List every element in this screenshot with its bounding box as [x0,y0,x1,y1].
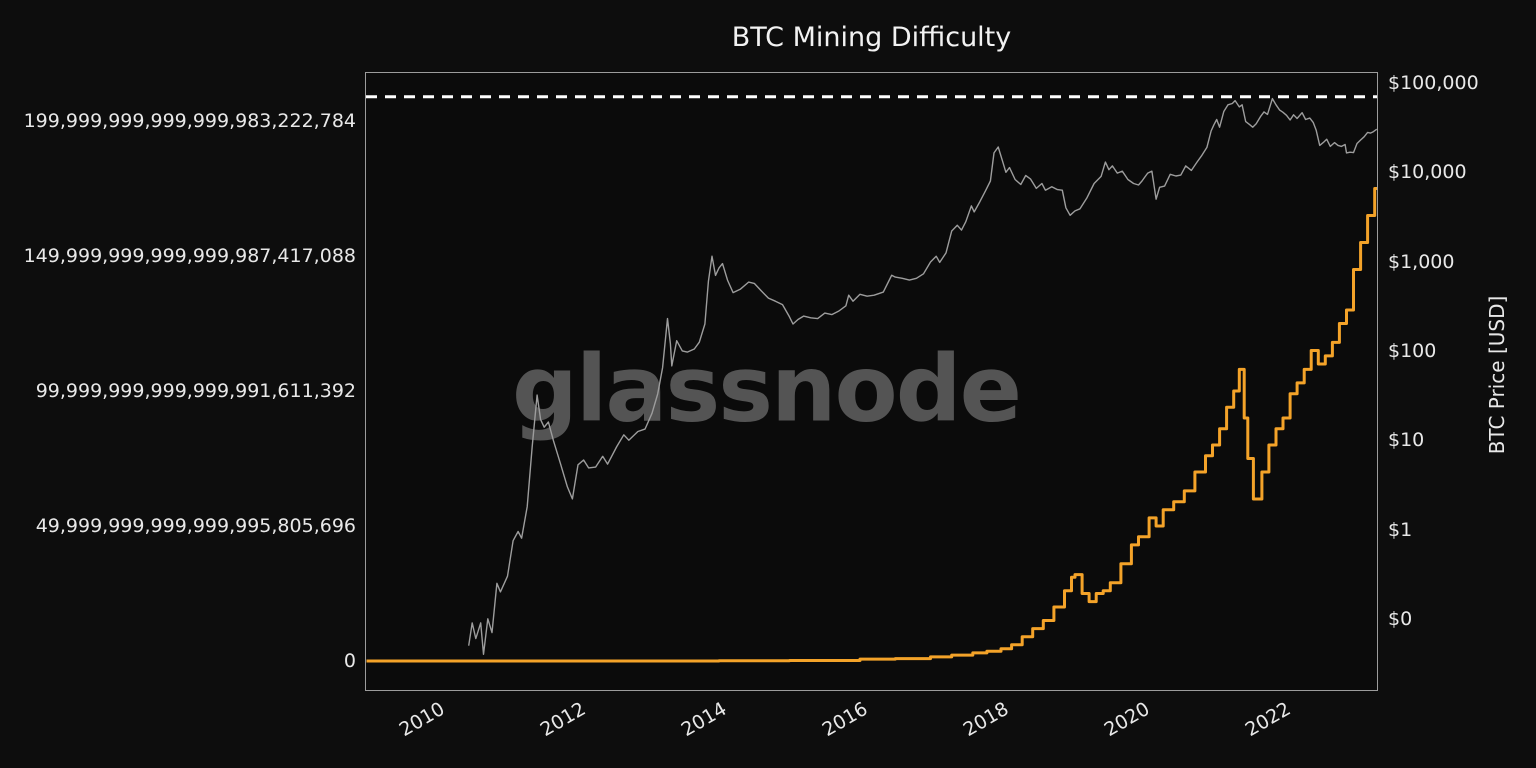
plot-canvas[interactable] [366,73,1377,690]
right-axis-tick: $1,000 [1388,250,1455,273]
x-axis-tick: 2020 [1100,697,1154,742]
plot-area[interactable] [365,72,1378,691]
x-axis-tick: 2012 [536,697,590,742]
right-axis-tick: $1 [1388,518,1413,541]
difficulty-line [366,187,1377,663]
x-axis-tick: 2022 [1241,697,1295,742]
right-axis-tick: $0 [1388,607,1413,630]
right-axis-title: BTC Price [USD] [1485,295,1509,455]
chart-title: BTC Mining Difficulty [731,22,1012,53]
price-line [468,97,1377,655]
glassnode-watermark: glassnode [512,335,1022,443]
right-axis-tick: $100,000 [1388,71,1479,94]
left-axis-tick: 99,999,999,999,999,991,611,392 [35,380,356,402]
right-axis-tick: $100 [1388,339,1437,362]
x-axis-tick: 2014 [677,697,731,742]
left-axis-tick: 49,999,999,999,999,995,805,696 [35,515,356,537]
x-axis-tick: 2010 [395,697,449,742]
left-axis-tick: 149,999,999,999,999,987,417,088 [23,245,356,267]
right-axis-tick: $10 [1388,429,1425,452]
x-axis-tick: 2018 [959,697,1013,742]
right-axis-tick: $10,000 [1388,161,1467,184]
left-axis-tick: 199,999,999,999,999,983,222,784 [23,110,356,132]
x-axis-tick: 2016 [818,697,872,742]
left-axis-tick: 0 [343,649,356,672]
